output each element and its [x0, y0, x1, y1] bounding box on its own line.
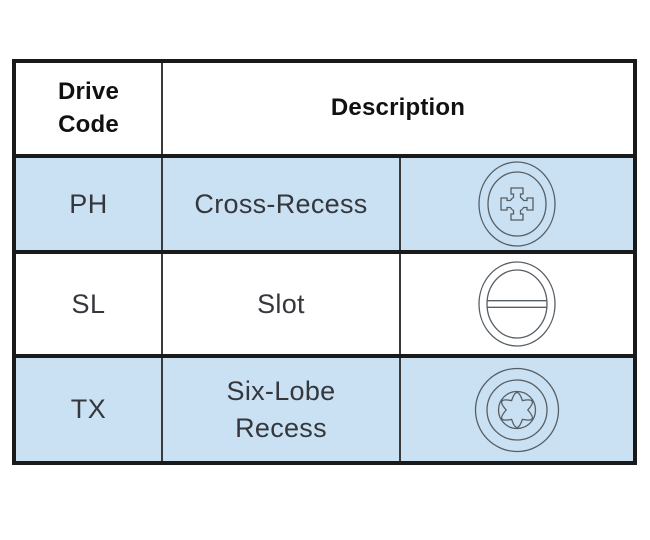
table-row-sl: SL Slot [13, 250, 637, 358]
drive-code-value: TX [13, 354, 163, 465]
header-description: Description [160, 59, 637, 158]
drive-code-table: Drive Code Description PH Cross-Recess S… [12, 59, 638, 465]
description-value: Cross-Recess [161, 154, 401, 254]
description-value: Six-Lobe Recess [161, 354, 401, 465]
cross-recess-phillips-icon [478, 161, 556, 247]
description-value: Slot [161, 250, 401, 358]
six-lobe-recess-icon [474, 367, 560, 452]
icon-cell-ph [398, 154, 637, 254]
icon-cell-tx [398, 354, 637, 465]
icon-cell-sl [398, 250, 637, 358]
table-row-tx: TX Six-Lobe Recess [13, 354, 637, 465]
header-drive-code: Drive Code [13, 59, 163, 158]
slot-recess-icon [478, 261, 556, 347]
table-row-ph: PH Cross-Recess [13, 154, 637, 254]
header-row: Drive Code Description [13, 59, 637, 158]
drive-code-value: PH [13, 154, 163, 254]
drive-code-value: SL [13, 250, 163, 358]
